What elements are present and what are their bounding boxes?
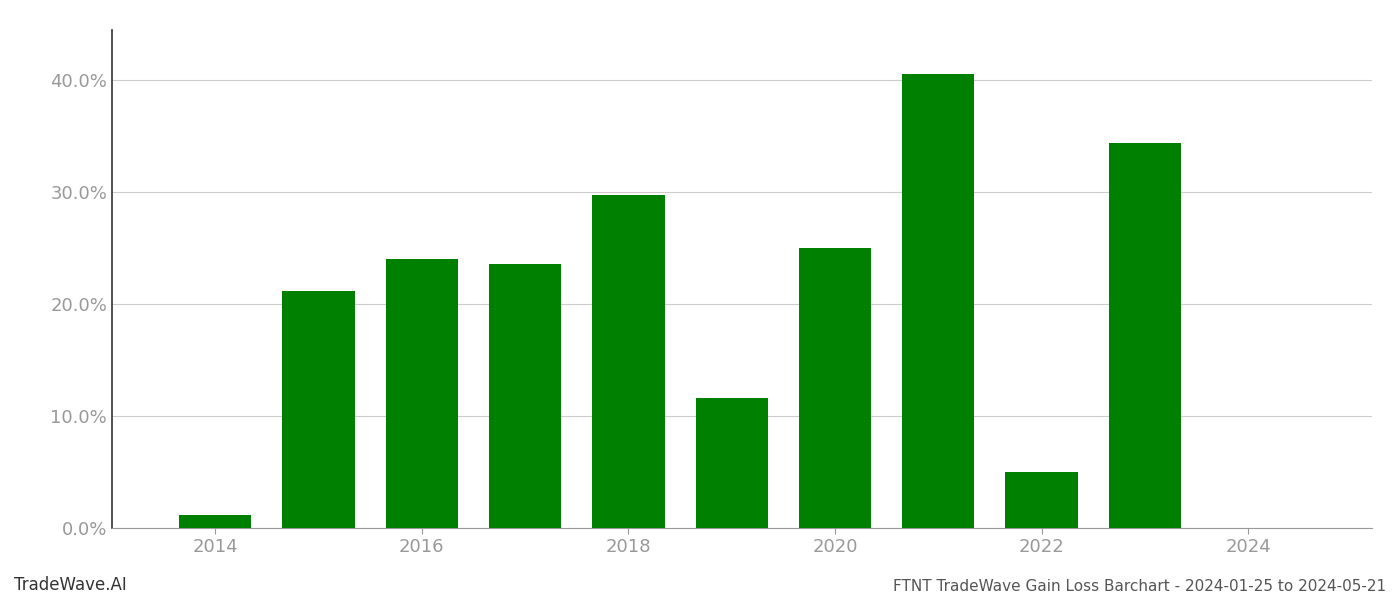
Bar xyxy=(283,291,354,528)
Bar xyxy=(696,398,767,528)
Bar xyxy=(179,515,252,528)
Bar xyxy=(489,264,561,528)
Bar xyxy=(1109,143,1182,528)
Bar xyxy=(902,74,974,528)
Text: TradeWave.AI: TradeWave.AI xyxy=(14,576,127,594)
Bar xyxy=(799,248,871,528)
Bar xyxy=(592,194,665,528)
Text: FTNT TradeWave Gain Loss Barchart - 2024-01-25 to 2024-05-21: FTNT TradeWave Gain Loss Barchart - 2024… xyxy=(893,579,1386,594)
Bar xyxy=(1005,472,1078,528)
Bar xyxy=(385,259,458,528)
